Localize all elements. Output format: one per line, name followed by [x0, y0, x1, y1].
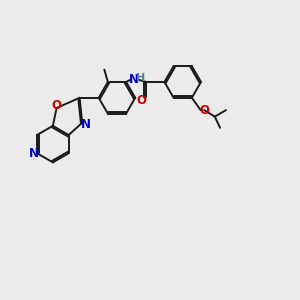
- Text: O: O: [52, 99, 61, 112]
- Text: H: H: [136, 73, 146, 83]
- Text: N: N: [129, 73, 139, 86]
- Text: O: O: [136, 94, 146, 107]
- Text: N: N: [81, 118, 91, 131]
- Text: O: O: [200, 103, 210, 117]
- Text: N: N: [28, 147, 38, 160]
